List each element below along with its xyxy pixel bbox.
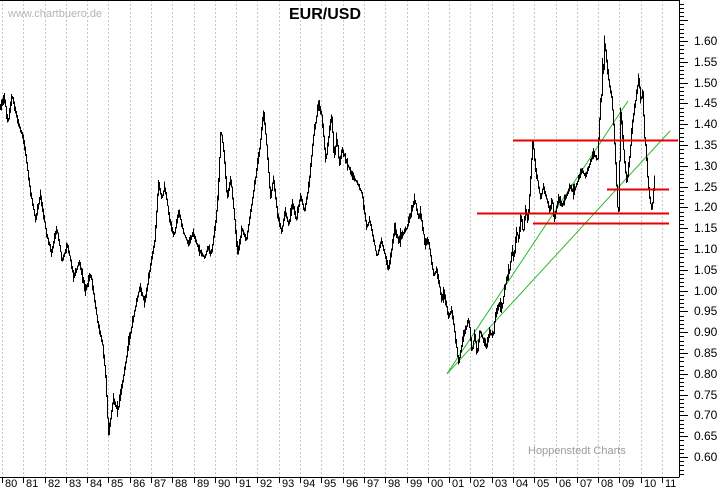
y-axis-tick-label: 0.75 [694, 387, 718, 402]
y-axis-tick-label: 0.95 [694, 304, 718, 319]
x-axis-tick-label: 80 [5, 478, 18, 490]
y-axis-tick-label: 1.00 [694, 283, 718, 298]
year-gridlines [2, 0, 663, 477]
support-trendline-steep [446, 100, 629, 375]
y-axis-tick-label: 1.05 [694, 262, 718, 277]
y-axis-tick-label: 1.40 [694, 117, 718, 132]
x-axis-tick-label: 87 [154, 478, 167, 490]
x-axis-tick-label: 84 [90, 478, 103, 490]
y-axis-major-ticks [679, 20, 688, 458]
x-axis-tick-label: 00 [431, 478, 444, 490]
y-axis-tick-label: 1.10 [694, 242, 718, 257]
x-axis-tick-label: 81 [26, 478, 39, 490]
price-series [0, 35, 655, 436]
x-axis-tick-label: 83 [69, 478, 82, 490]
x-axis-tick-label: 88 [175, 478, 188, 490]
chart-title: EUR/USD [288, 6, 361, 23]
x-axis-tick-label: 03 [495, 478, 508, 490]
x-axis-tick-label: 06 [559, 478, 572, 490]
x-axis-tick-label: 95 [324, 478, 337, 490]
x-axis-tick-label: 99 [410, 478, 423, 490]
x-axis-tick-label: 90 [218, 478, 231, 490]
x-axis-ticks [2, 477, 663, 483]
x-axis-tick-label: 08 [601, 478, 614, 490]
y-axis-tick-label: 0.70 [694, 408, 718, 423]
y-axis-tick-label: 0.60 [694, 450, 718, 465]
y-axis-tick-label: 1.15 [694, 221, 718, 236]
y-axis-tick-label: 1.20 [694, 200, 718, 215]
x-axis-tick-label: 11 [665, 478, 677, 490]
y-axis-tick-label: 1.55 [694, 54, 718, 69]
x-axis-tick-label: 89 [197, 478, 210, 490]
y-axis-tick-label: 0.80 [694, 366, 718, 381]
watermark-text: www.chartbuero.de [8, 8, 103, 20]
credit-text: Hoppenstedt Charts [528, 445, 626, 457]
x-axis-tick-label: 97 [367, 478, 380, 490]
x-axis-tick-label: 10 [644, 478, 657, 490]
y-axis-tick-label: 1.30 [694, 158, 718, 173]
x-axis-tick-label: 01 [452, 478, 465, 490]
x-axis-tick-label: 92 [260, 478, 273, 490]
x-axis-tick-label: 96 [346, 478, 359, 490]
y-axis-tick-label: 1.60 [694, 34, 718, 49]
x-axis-tick-label: 86 [133, 478, 146, 490]
x-axis-tick-label: 04 [516, 478, 529, 490]
x-axis-tick-label: 93 [282, 478, 295, 490]
x-axis-tick-label: 82 [48, 478, 61, 490]
y-axis-minor-ticks [679, 4, 684, 475]
x-axis-tick-label: 91 [239, 478, 252, 490]
y-axis-tick-label: 0.65 [694, 429, 718, 444]
support-trendline-shallow [446, 130, 671, 375]
y-axis-tick-label: 0.85 [694, 346, 718, 361]
x-axis-tick-label: 09 [622, 478, 635, 490]
x-axis-tick-label: 85 [111, 478, 124, 490]
x-axis-tick-label: 02 [473, 478, 486, 490]
x-axis-tick-label: 98 [388, 478, 401, 490]
x-axis-tick-label: 07 [580, 478, 593, 490]
y-axis-tick-label: 1.35 [694, 138, 718, 153]
y-axis-tick-label: 1.50 [694, 75, 718, 90]
y-axis-tick-label: 1.25 [694, 179, 718, 194]
x-axis-tick-label: 94 [303, 478, 316, 490]
y-axis-tick-label: 0.90 [694, 325, 718, 340]
x-axis-tick-label: 05 [537, 478, 550, 490]
y-axis-tick-label: 1.45 [694, 96, 718, 111]
